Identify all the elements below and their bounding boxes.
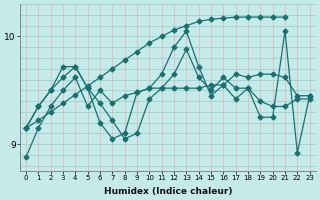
X-axis label: Humidex (Indice chaleur): Humidex (Indice chaleur) <box>104 187 232 196</box>
